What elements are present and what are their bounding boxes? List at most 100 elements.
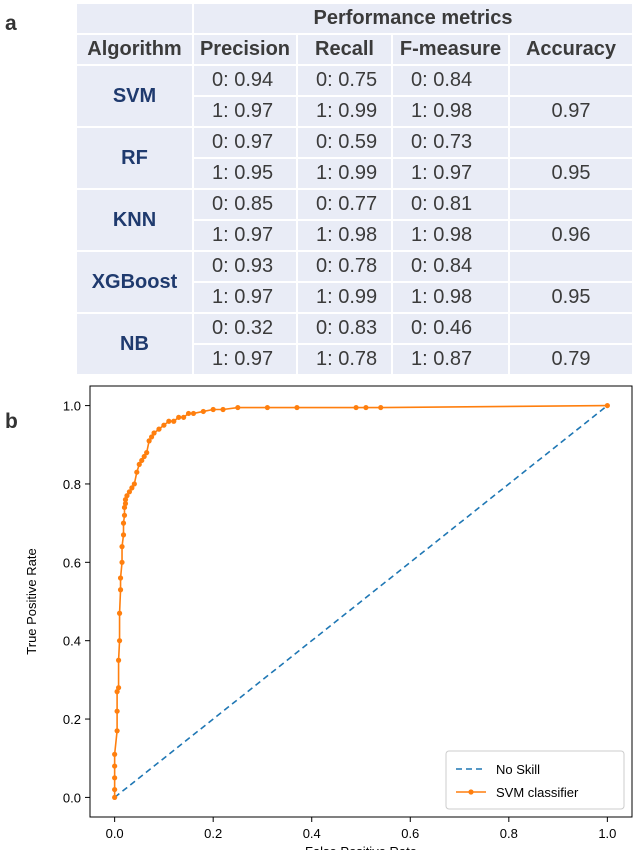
table-row: SVM 0: 0.94 0: 0.75 0: 0.84 xyxy=(77,66,634,128)
y-tick-label: 0.2 xyxy=(63,712,81,727)
cell-class0-f-measure: 0: 0.84 xyxy=(393,252,510,283)
table-group-header-row: Performance metrics xyxy=(77,4,634,35)
svm-data-point xyxy=(116,610,123,616)
column-header-f-measure: F-measure xyxy=(393,35,510,66)
svm-data-point xyxy=(112,751,118,757)
x-tick-label: 0.0 xyxy=(106,826,124,841)
roc-chart: 0.0 0.2 0.4 0.6 0.8 1.0 0.0 0.2 0.4 0.6 0.8 1.0 Fals… xyxy=(24,385,633,850)
cell-class1-precision: 1: 0.97 xyxy=(194,221,298,252)
x-tick-label: 1.0 xyxy=(598,826,616,841)
cell-class1-f-measure: 1: 0.98 xyxy=(393,221,510,252)
algorithm-name: SVM xyxy=(77,66,194,128)
cell-class0-precision: 0: 0.94 xyxy=(194,66,298,97)
svm-data-point xyxy=(115,685,122,691)
svm-data-point xyxy=(156,426,162,432)
cell-class0-f-measure: 0: 0.73 xyxy=(393,128,510,159)
cell-accuracy: 0.79 xyxy=(510,345,634,376)
cell-accuracy-blank xyxy=(510,314,634,345)
legend-box xyxy=(445,750,625,810)
svm-data-point xyxy=(185,410,192,417)
svm-data-point xyxy=(112,775,118,781)
cell-class0-recall: 0: 0.59 xyxy=(298,128,393,159)
legend-entry: SVM classifier xyxy=(496,785,579,800)
svm-data-point xyxy=(121,512,128,518)
svm-data-point xyxy=(190,410,197,417)
cell-accuracy-blank xyxy=(510,66,634,97)
svm-data-point xyxy=(117,575,124,581)
svm-data-point xyxy=(114,728,120,734)
column-header-precision: Precision xyxy=(194,35,298,66)
cell-class0-recall: 0: 0.83 xyxy=(298,314,393,345)
cell-accuracy-blank xyxy=(510,190,634,221)
table-row: 1: 0.97 1: 0.99 1: 0.98 0.95 xyxy=(77,283,634,314)
cell-class0-f-measure: 0: 0.84 xyxy=(393,66,510,97)
svm-data-point xyxy=(114,708,120,714)
svm-data-point xyxy=(112,794,118,801)
performance-metrics-header: Performance metrics xyxy=(194,4,634,35)
cell-class1-recall: 1: 0.99 xyxy=(298,159,393,190)
cell-accuracy: 0.95 xyxy=(510,159,634,190)
x-tick-label: 0.2 xyxy=(204,826,222,841)
table-row: KNN 0: 0.85 0: 0.77 0: 0.81 xyxy=(77,190,634,252)
svm-data-point xyxy=(210,406,216,413)
plot-frame xyxy=(89,385,633,818)
svm-data-point xyxy=(129,485,135,491)
svm-data-point xyxy=(146,438,152,444)
cell-class1-f-measure: 1: 0.98 xyxy=(393,97,510,128)
svm-data-point xyxy=(112,786,118,793)
svm-data-point xyxy=(126,489,133,495)
svm-data-point xyxy=(353,404,359,411)
svm-data-point xyxy=(144,450,150,456)
svm-data-point xyxy=(378,404,384,411)
table-row: NB 0: 0.32 0: 0.83 0: 0.46 xyxy=(77,314,634,376)
svm-data-point xyxy=(181,414,187,420)
table-row: 1: 0.95 1: 0.99 1: 0.97 0.95 xyxy=(77,159,634,190)
cell-class1-recall: 1: 0.99 xyxy=(298,283,393,314)
svm-data-point xyxy=(235,404,241,411)
cell-accuracy-blank xyxy=(510,128,634,159)
svm-data-point xyxy=(117,587,124,593)
svm-data-point xyxy=(604,402,610,409)
table-row: 1: 0.97 1: 0.99 1: 0.98 0.97 xyxy=(77,97,634,128)
table-row: RF 0: 0.97 0: 0.59 0: 0.73 xyxy=(77,128,634,190)
algorithm-name: XGBoost xyxy=(77,252,194,314)
svm-data-point xyxy=(122,500,129,507)
cell-class0-recall: 0: 0.78 xyxy=(298,252,393,283)
column-header-algorithm: Algorithm xyxy=(77,35,194,66)
cell-class0-f-measure: 0: 0.46 xyxy=(393,314,510,345)
table-row: XGBoost 0: 0.93 0: 0.78 0: 0.84 xyxy=(77,252,634,314)
legend-entry: No Skill xyxy=(496,762,540,777)
cell-class1-f-measure: 1: 0.97 xyxy=(393,159,510,190)
svm-data-point xyxy=(363,404,369,411)
cell-class0-recall: 0: 0.77 xyxy=(298,190,393,221)
series-line-no-skill xyxy=(114,404,608,799)
x-axis-label: False Positive Rate xyxy=(305,844,417,850)
svm-data-point xyxy=(139,457,145,464)
table-column-header-row: Algorithm Precision Recall F-measure Acc… xyxy=(77,35,634,66)
algorithm-name: NB xyxy=(77,314,194,376)
x-tick-label: 0.8 xyxy=(500,826,518,841)
svm-data-point xyxy=(116,638,123,644)
y-tick-label: 0.8 xyxy=(63,477,81,492)
series-line-svm-classifier xyxy=(113,404,608,798)
cell-class1-precision: 1: 0.95 xyxy=(194,159,298,190)
svm-data-point xyxy=(176,414,182,420)
legend-marker xyxy=(468,789,474,795)
cell-class1-precision: 1: 0.97 xyxy=(194,97,298,128)
svm-data-point xyxy=(119,559,125,565)
panel-label-a: a xyxy=(5,12,17,35)
cell-class1-recall: 1: 0.99 xyxy=(298,97,393,128)
column-header-accuracy: Accuracy xyxy=(510,35,634,66)
cell-class0-precision: 0: 0.32 xyxy=(194,314,298,345)
performance-metrics-table: Performance metrics Algorithm Precision … xyxy=(77,4,634,376)
svm-data-point xyxy=(124,493,130,499)
svm-data-point xyxy=(121,504,128,511)
cell-class1-recall: 1: 0.98 xyxy=(298,221,393,252)
svm-data-point xyxy=(134,469,140,475)
cell-class1-recall: 1: 0.78 xyxy=(298,345,393,376)
cell-class1-f-measure: 1: 0.98 xyxy=(393,283,510,314)
svm-data-point xyxy=(264,404,270,411)
svm-data-point xyxy=(151,430,157,436)
cell-accuracy: 0.97 xyxy=(510,97,634,128)
y-tick-label: 0.0 xyxy=(63,790,81,805)
